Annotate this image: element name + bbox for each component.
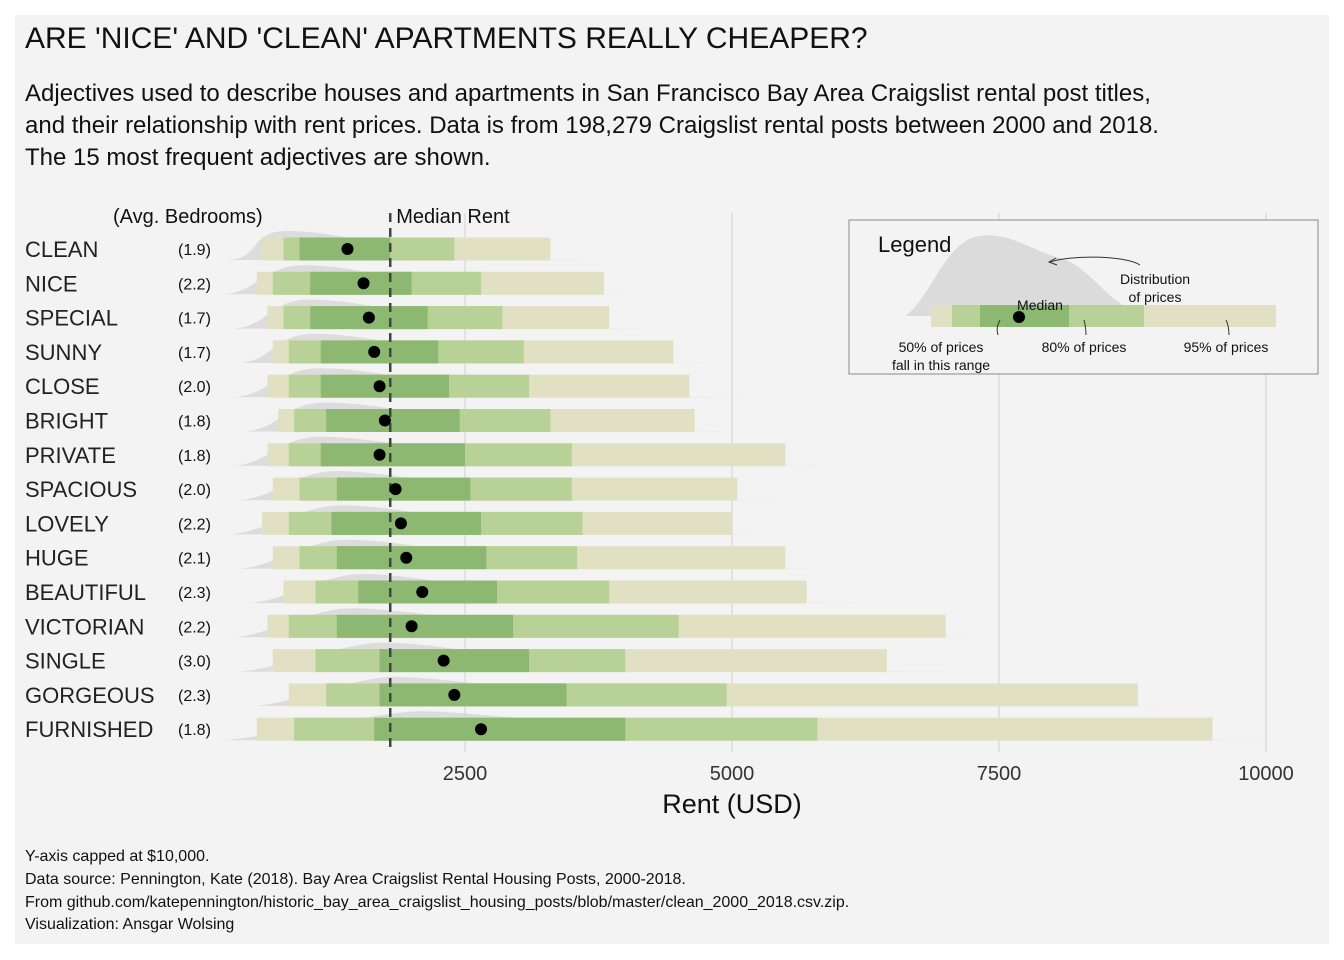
chart-subtitle-line-1: Adjectives used to describe houses and a… — [25, 80, 1151, 107]
median-point-bright — [378, 414, 391, 427]
bedrooms-header: (Avg. Bedrooms) — [113, 206, 263, 228]
median-point-gorgeous — [448, 688, 461, 701]
legend-range50-label-1: 50% of prices — [899, 339, 984, 355]
legend-density — [905, 235, 1310, 316]
caption-line-4: Visualization: Ansgar Wolsing — [25, 916, 235, 933]
median-point-victorian — [405, 620, 418, 633]
caption-line-1: Y-axis capped at $10,000. — [25, 848, 210, 865]
legend-distribution-arrow — [1049, 256, 1141, 266]
chart-title: ARE 'NICE' AND 'CLEAN' APARTMENTS REALLY… — [25, 22, 868, 55]
bedrooms-label-sunny: (1.7) — [178, 345, 211, 362]
chart-subtitle-line-3: The 15 most frequent adjectives are show… — [25, 144, 491, 171]
range50-bar-spacious — [336, 477, 471, 501]
bedrooms-label-victorian: (2.2) — [178, 619, 211, 636]
caption-line-2: Data source: Pennington, Kate (2018). Ba… — [25, 871, 686, 888]
median-point-special — [362, 311, 375, 324]
median-rent-label: Median Rent — [396, 206, 510, 228]
bedrooms-label-spacious: (2.0) — [178, 482, 211, 499]
adjective-label-gorgeous: GORGEOUS — [25, 683, 155, 708]
median-point-spacious — [389, 483, 402, 496]
adjective-label-clean: CLEAN — [25, 237, 98, 262]
legend-range95-label: 95% of prices — [1184, 339, 1269, 355]
legend-distribution-arrowhead — [1047, 257, 1058, 266]
adjective-label-spacious: SPACIOUS — [25, 477, 137, 502]
legend-distribution-label-2: of prices — [1129, 289, 1182, 305]
adjective-label-bright: BRIGHT — [25, 409, 108, 434]
median-point-huge — [400, 551, 413, 564]
median-point-nice — [357, 277, 370, 290]
x-tick-label-5000: 5000 — [710, 763, 755, 785]
range50-bar-private — [320, 443, 465, 467]
x-tick-label-10000: 10000 — [1238, 763, 1294, 785]
bedrooms-label-gorgeous: (2.3) — [178, 688, 211, 705]
legend-range80-label: 80% of prices — [1042, 339, 1127, 355]
median-point-lovely — [394, 517, 407, 530]
legend-median-point — [1013, 311, 1025, 323]
range50-bar-victorian — [336, 614, 514, 638]
range50-bar-gorgeous — [379, 683, 567, 707]
legend-median-label: Median — [1017, 297, 1063, 313]
median-point-furnished — [475, 723, 488, 736]
bedrooms-label-special: (1.7) — [178, 311, 211, 328]
range50-bar-single — [379, 649, 530, 673]
legend-distribution-label-1: Distribution — [1120, 271, 1190, 287]
x-axis-title: Rent (USD) — [662, 789, 802, 819]
legend-title: Legend — [878, 232, 951, 257]
bedrooms-label-clean: (1.9) — [178, 242, 211, 259]
chart-subtitle-line-2: and their relationship with rent prices.… — [25, 112, 1159, 139]
adjective-label-close: CLOSE — [25, 374, 100, 399]
bedrooms-label-beautiful: (2.3) — [178, 585, 211, 602]
legend-range80-tick — [1083, 319, 1087, 336]
bedrooms-label-furnished: (1.8) — [178, 722, 211, 739]
bedrooms-label-single: (3.0) — [178, 654, 211, 671]
bedrooms-label-nice: (2.2) — [178, 276, 211, 293]
median-point-private — [373, 448, 386, 461]
adjective-label-private: PRIVATE — [25, 443, 116, 468]
median-point-clean — [341, 243, 354, 255]
adjective-label-furnished: FURNISHED — [25, 717, 153, 742]
bedrooms-label-lovely: (2.2) — [178, 516, 211, 533]
adjective-label-victorian: VICTORIAN — [25, 614, 144, 639]
bedrooms-label-bright: (1.8) — [178, 414, 211, 431]
adjective-label-special: SPECIAL — [25, 306, 118, 331]
median-point-close — [373, 380, 386, 393]
median-point-beautiful — [416, 586, 429, 598]
x-tick-label-2500: 2500 — [443, 763, 488, 785]
range50-bar-bright — [326, 409, 460, 432]
bedrooms-label-private: (1.8) — [178, 448, 211, 465]
range50-bar-furnished — [374, 717, 626, 741]
adjective-label-lovely: LOVELY — [25, 511, 109, 536]
legend-range50-tick — [996, 319, 1001, 336]
median-point-single — [437, 654, 450, 667]
adjective-label-huge: HUGE — [25, 546, 89, 571]
caption-line-3: From github.com/katepennington/historic_… — [25, 894, 850, 911]
median-point-sunny — [368, 345, 381, 358]
bedrooms-label-huge: (2.1) — [178, 551, 211, 568]
x-tick-label-7500: 7500 — [977, 763, 1022, 785]
adjective-label-sunny: SUNNY — [25, 340, 102, 365]
legend-range95-tick — [1225, 319, 1230, 336]
adjective-label-single: SINGLE — [25, 649, 106, 674]
adjective-label-beautiful: BEAUTIFUL — [25, 580, 146, 605]
legend-range50-label-2: fall in this range — [892, 357, 990, 373]
adjective-label-nice: NICE — [25, 271, 78, 296]
bedrooms-label-close: (2.0) — [178, 379, 211, 396]
